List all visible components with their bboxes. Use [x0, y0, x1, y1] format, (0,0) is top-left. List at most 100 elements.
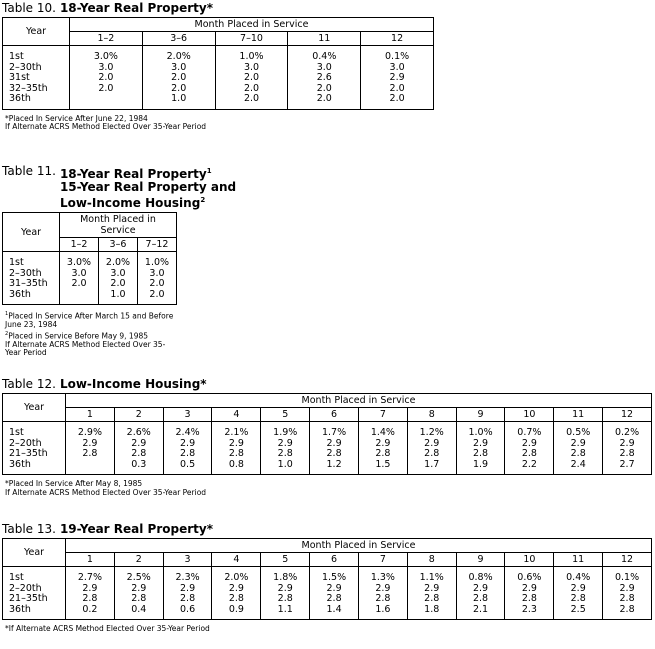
value-cell: 2.8: [357, 593, 408, 605]
value-cell: 2.8: [162, 448, 213, 460]
year-header: Year: [2, 212, 60, 252]
column-header: 12: [602, 552, 652, 567]
value-cell: [65, 459, 115, 475]
value-cell: 2.5: [553, 604, 604, 620]
title-text: 18-Year Real Property*: [59, 1, 213, 15]
group-header: Month Placed in Service: [65, 393, 652, 408]
column-header: 7: [357, 407, 408, 422]
value-cell: 1.1%: [406, 566, 457, 584]
value-cell: [69, 94, 143, 109]
value-cell: 1.1: [260, 604, 311, 620]
value-cell: 2.8: [309, 448, 359, 460]
value-cell: 2.8: [211, 593, 262, 605]
value-cell: 2.8: [504, 448, 555, 460]
data-table: Year Month Placed in Service 1 2 3 4 5 6 7 8 9 10 11…: [2, 538, 652, 620]
column-header: 12: [360, 31, 434, 46]
footnote-mark: 1: [5, 311, 9, 317]
value-cell: 1.0: [260, 459, 311, 475]
value-cell: 0.4%: [287, 45, 362, 63]
column-header: 6: [309, 407, 359, 422]
footnote-text: If Alternate ACRS Method Elected Over 35…: [5, 487, 207, 497]
table-block: Table 12. Low-Income Housing* Year Month Pl…: [2, 378, 652, 497]
value-cell: 2.1%: [211, 421, 262, 439]
footnote-text: *If Alternate ACRS Method Elected Over 3…: [5, 624, 210, 633]
group-header: Month Placed in Service: [69, 17, 434, 32]
value-cell: 0.4: [113, 604, 164, 620]
value-cell: 3.0: [360, 62, 434, 73]
value-cell: 2.4: [553, 459, 604, 475]
column-header: 9: [455, 552, 506, 567]
title-text: Low-Income Housing*: [59, 377, 207, 391]
footnote-text: *Placed In Service After June 22, 1984: [5, 113, 148, 123]
table-block: Table 13. 19-Year Real Property* Year Month…: [2, 523, 652, 634]
value-cell: 2.3: [504, 604, 555, 620]
title-line: 15-Year Real Property and: [60, 181, 236, 194]
value-cell: 1.6: [357, 604, 408, 620]
footnotes: *If Alternate ACRS Method Elected Over 3…: [2, 624, 402, 634]
year-cell: 36th: [2, 93, 70, 109]
footnote: If Alternate ACRS Method Elected Over 35…: [2, 487, 402, 498]
data-row: 31st 2.0 2.0 2.0 2.6 2.9: [2, 72, 434, 84]
column-header: 2: [113, 552, 164, 567]
footnote-mark: 2: [5, 330, 9, 337]
value-cell: 0.1%: [602, 566, 652, 584]
table-block: Table 11. 18-Year Real Property1 15-Year R…: [2, 165, 236, 358]
data-row: 21–35th 2.8 2.8 2.8 2.8 2.8 2.8 2.8 2.8 2.8 2.8 2.8…: [2, 593, 652, 605]
value-cell: 0.5: [162, 459, 213, 475]
value-cell: 3.0: [136, 268, 178, 279]
value-cell: 2.0: [214, 93, 289, 109]
value-cell: 0.6: [162, 604, 213, 620]
column-header: 4: [211, 552, 262, 567]
value-cell: 2.8: [113, 448, 164, 460]
value-cell: 2.8: [455, 448, 506, 460]
footnote-text: *Placed In Service After May 8, 1985: [5, 479, 143, 488]
value-cell: 2.8: [406, 593, 457, 605]
value-cell: 2.0%: [211, 566, 262, 584]
footnote: *Placed In Service After May 8, 1985: [2, 479, 402, 489]
header-row: Year Month Placed in Service: [2, 538, 652, 567]
value-cell: 1.5: [357, 459, 408, 475]
value-cell: 0.8%: [455, 566, 506, 584]
table-label: Table 12.: [2, 377, 56, 391]
value-cell: 2.0%: [141, 45, 216, 63]
year-header: Year: [2, 393, 66, 422]
value-cell: 1.2%: [406, 421, 457, 439]
footnote-text: Placed In Service After March 15 and Bef…: [5, 311, 174, 329]
value-cell: 2.0: [136, 278, 178, 290]
year-cell: 36th: [2, 604, 66, 620]
value-cell: 1.0%: [136, 251, 178, 269]
column-header: 6: [309, 552, 359, 567]
title-sup: 1: [206, 167, 212, 175]
value-cell: 2.8: [357, 448, 408, 460]
value-cell: 2.8: [553, 593, 604, 605]
year-cell: 21–35th: [2, 593, 66, 605]
footnote-text: If Alternate ACRS Method Elected Over 35…: [5, 339, 166, 357]
column-header: 3: [162, 407, 213, 422]
data-table: Year Month Placed in Service 1 2 3 4 5 6 7 8 9 10 11…: [2, 393, 652, 475]
footnote: If Alternate ACRS Method Elected Over 35…: [2, 339, 177, 358]
table-label: Table 13.: [2, 522, 56, 536]
data-row: 1st 2.9% 2.6% 2.4% 2.1% 1.9% 1.7% 1.4% 1.2% 1.0% 0…: [2, 421, 652, 439]
value-cell: 2.8: [602, 448, 652, 460]
title-text: Low-Income Housing: [59, 196, 201, 210]
table-label: Table 10.: [2, 1, 56, 15]
value-cell: 2.0: [360, 93, 434, 109]
value-cell: 2.0: [69, 72, 143, 84]
footnote: 1Placed In Service After March 15 and Be…: [2, 310, 177, 330]
column-header: 1–2: [59, 237, 99, 252]
value-cell: 2.8: [260, 593, 311, 605]
column-header: 3: [162, 552, 213, 567]
value-cell: 0.5%: [553, 421, 604, 439]
value-cell: 1.0: [97, 289, 138, 305]
table-title: Table 12. Low-Income Housing*: [2, 378, 652, 391]
data-row: 21–35th 2.8 2.8 2.8 2.8 2.8 2.8 2.8 2.8 2.8 2.8 2.8…: [2, 448, 652, 460]
value-cell: 0.2%: [602, 421, 652, 439]
title-line: Low-Income Housing*: [60, 378, 207, 391]
value-cell: 2.9: [602, 438, 652, 449]
value-cell: 2.9%: [65, 421, 115, 439]
data-row: 31–35th 2.0 2.0 2.0: [2, 278, 178, 290]
value-cell: 2.0: [141, 72, 216, 84]
value-cell: 2.8: [602, 604, 652, 620]
value-cell: 2.5%: [113, 566, 164, 584]
